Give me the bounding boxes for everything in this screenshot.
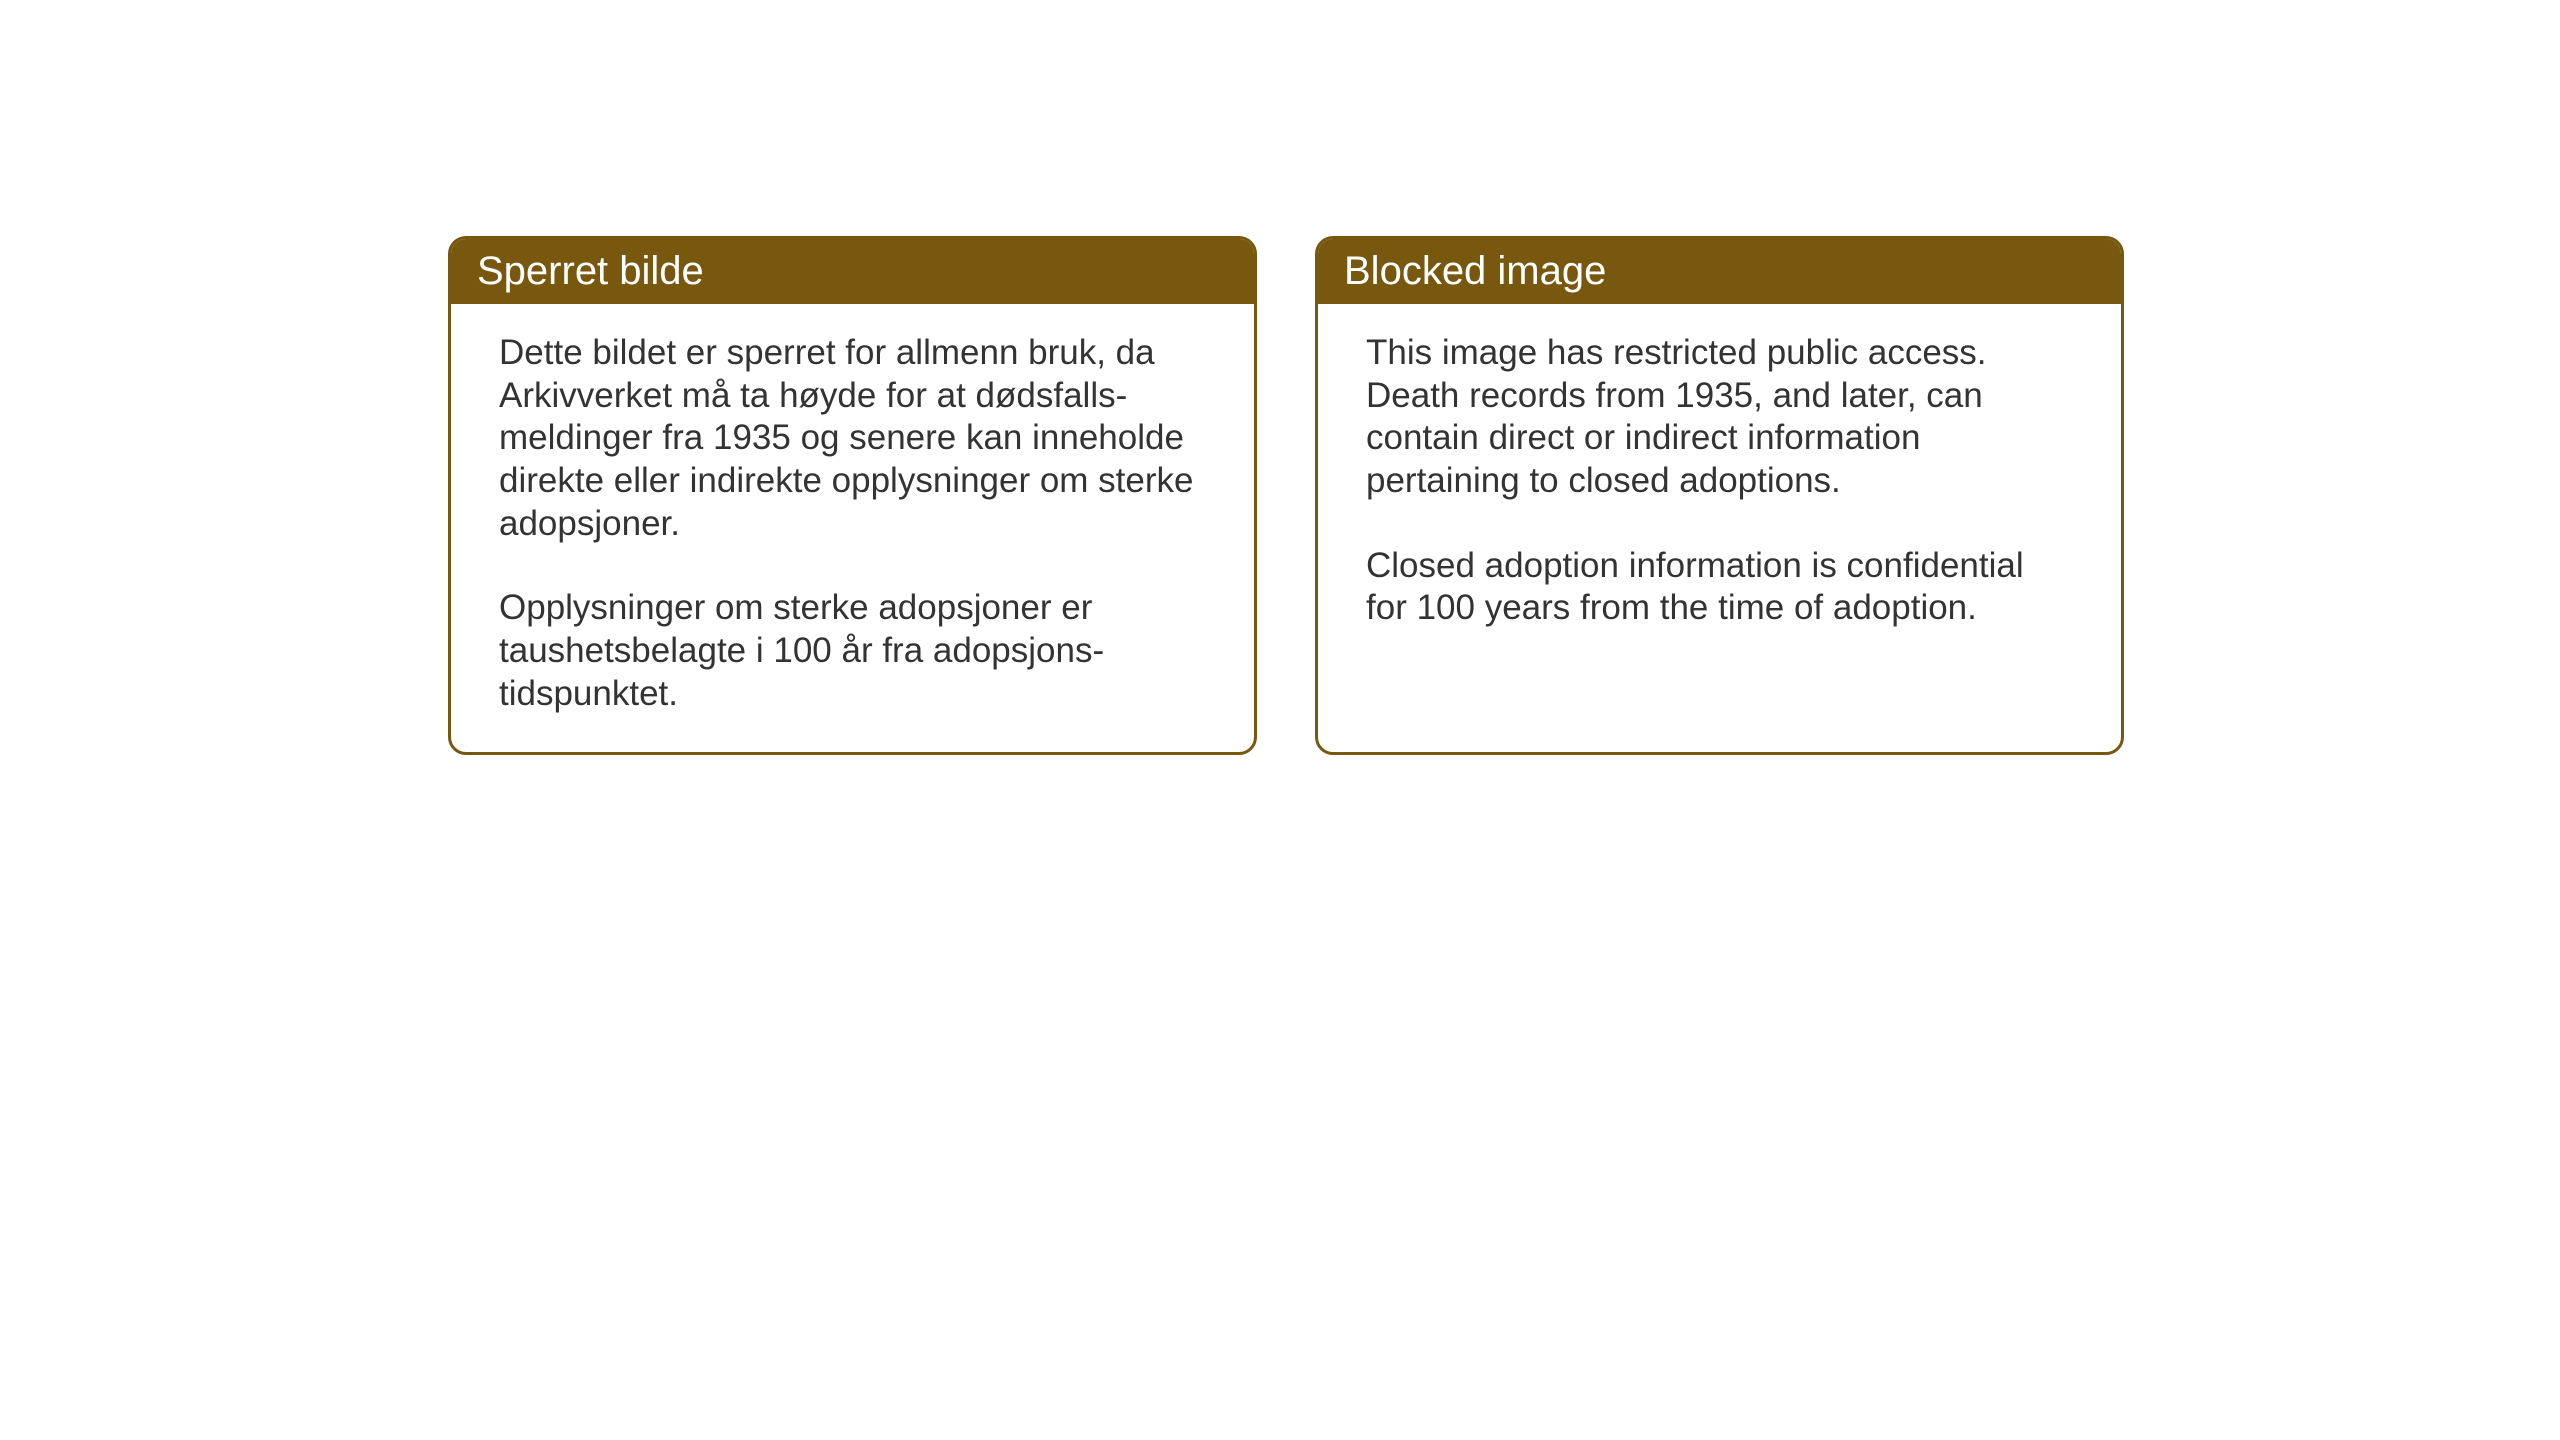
card-header-english: Blocked image [1318, 239, 2121, 304]
card-paragraph-2: Opplysninger om sterke adopsjoner er tau… [499, 587, 1206, 715]
cards-container: Sperret bilde Dette bildet er sperret fo… [448, 236, 2124, 755]
card-norwegian: Sperret bilde Dette bildet er sperret fo… [448, 236, 1257, 755]
card-paragraph-1: Dette bildet er sperret for allmenn bruk… [499, 332, 1206, 545]
card-paragraph-2: Closed adoption information is confident… [1366, 545, 2073, 630]
card-body-norwegian: Dette bildet er sperret for allmenn bruk… [451, 304, 1254, 752]
card-header-norwegian: Sperret bilde [451, 239, 1254, 304]
card-english: Blocked image This image has restricted … [1315, 236, 2124, 755]
card-body-english: This image has restricted public access.… [1318, 304, 2121, 666]
card-paragraph-1: This image has restricted public access.… [1366, 332, 2073, 503]
